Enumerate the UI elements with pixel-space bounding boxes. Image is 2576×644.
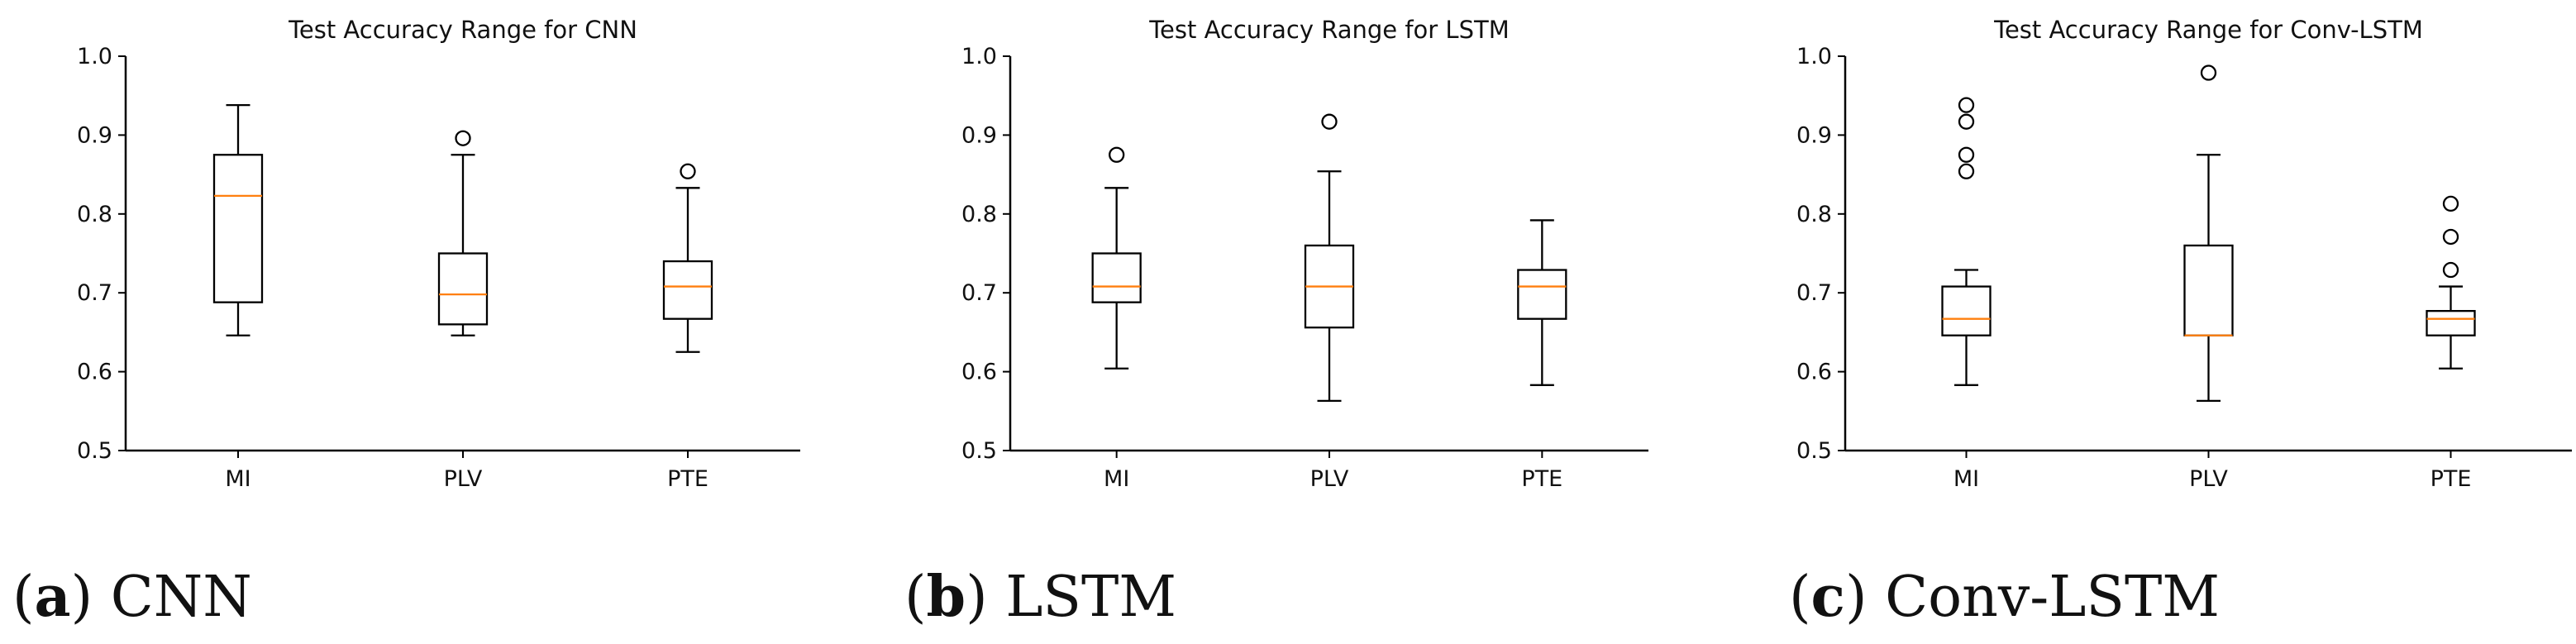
iqr-box: [437, 252, 489, 326]
box-pte: [1517, 219, 1567, 386]
y-tick-label: 0.9: [961, 122, 997, 148]
y-tick-label: 0.9: [1796, 122, 1832, 148]
chart-title: Test Accuracy Range for Conv-LSTM: [1993, 16, 2423, 44]
iqr-box: [1517, 269, 1567, 320]
outlier-point: [2200, 64, 2217, 81]
caption-letter: c: [1811, 564, 1845, 630]
y-tick-label: 0.8: [77, 202, 112, 227]
y-tick-label: 0.8: [961, 202, 997, 227]
plot-area: 0.5 0.6 0.7 0.8 0.9 1.0 MI PLV PTE: [961, 44, 1648, 492]
panel-caption: (b) LSTM: [904, 564, 1176, 630]
x-tick-label: PLV: [444, 466, 483, 492]
panel-conv-lstm: Test Accuracy Range for Conv-LSTM 0.5 0.6…: [1789, 16, 2572, 630]
caption-text: CNN: [111, 565, 252, 630]
iqr-box: [1091, 252, 1142, 303]
outlier-point: [1958, 113, 1975, 130]
chart-title: Test Accuracy Range for LSTM: [1148, 16, 1509, 44]
outlier-point: [1958, 163, 1975, 179]
box-mi: [1941, 97, 1992, 386]
caption-letter: a: [35, 564, 71, 630]
caption-text: Conv-LSTM: [1885, 565, 2220, 630]
x-tick-label: PTE: [1521, 466, 1562, 492]
panel-caption: (a) CNN: [12, 564, 252, 630]
y-tick-label: 0.7: [77, 280, 112, 306]
x-tick-label: PLV: [2189, 466, 2228, 492]
caption-letter: b: [927, 564, 966, 630]
outlier-point: [2442, 228, 2459, 246]
caption-text: LSTM: [1005, 565, 1176, 630]
y-tick-label: 0.5: [961, 438, 997, 464]
y-tick-label: 0.7: [1796, 280, 1832, 306]
panel-cnn: Test Accuracy Range for CNN 0.5 0.6 0.7 0.8…: [12, 16, 800, 630]
outlier-point: [1958, 97, 1975, 113]
box-plv: [437, 130, 489, 336]
panel-lstm: Test Accuracy Range for LSTM 0.50.60.70.…: [904, 16, 1648, 630]
plot-area: 0.5 0.6 0.7 0.8 0.9 1.0 MI PLV PTE: [1796, 44, 2572, 492]
y-tick-label: 0.7: [961, 280, 997, 306]
iqr-box: [1941, 285, 1992, 336]
y-tick-label: 0.6: [77, 360, 112, 385]
box-pte: [662, 163, 713, 353]
x-tick-label: MI: [225, 466, 250, 492]
box-mi: [212, 103, 264, 336]
y-tick-label: 0.6: [961, 360, 997, 385]
box-mi: [1091, 146, 1142, 370]
outlier-point: [680, 163, 696, 179]
x-tick-label: MI: [1104, 466, 1129, 492]
caption-paren-close: ): [966, 565, 1005, 630]
iqr-box: [662, 260, 713, 320]
caption-paren-close: ): [71, 565, 111, 630]
outlier-point: [2442, 261, 2459, 279]
x-tick-label: PLV: [1310, 466, 1349, 492]
y-tick-label: 0.5: [77, 438, 112, 464]
chart-title: Test Accuracy Range for CNN: [288, 16, 637, 44]
y-tick-label: 1.0: [961, 44, 997, 69]
caption-paren-open: (: [12, 565, 35, 630]
outlier-point: [1958, 146, 1975, 163]
outlier-point: [455, 130, 471, 146]
box-plv: [2183, 64, 2234, 403]
y-tick-label: 0.6: [1796, 360, 1832, 385]
x-tick-label: MI: [1953, 466, 1979, 492]
iqr-box: [2426, 309, 2476, 336]
y-tick-label: 1.0: [77, 44, 112, 69]
y-tick-label: 0.5: [1796, 438, 1832, 464]
box-pte: [2426, 195, 2476, 370]
caption-paren-close: ): [1845, 565, 1885, 630]
x-tick-label: PTE: [667, 466, 708, 492]
iqr-box: [212, 154, 264, 303]
panel-caption: (c) Conv-LSTM: [1789, 564, 2220, 630]
plot-area: 0.5 0.6 0.7 0.8 0.9 1.0 MI PLV PTE: [77, 44, 800, 492]
outlier-point: [1109, 146, 1125, 163]
caption-paren-open: (: [1789, 565, 1811, 630]
y-tick-label: 1.0: [1796, 44, 1832, 69]
outlier-point: [1321, 113, 1338, 130]
outlier-point: [2442, 195, 2459, 212]
x-tick-label: PTE: [2431, 466, 2472, 492]
caption-paren-open: (: [904, 565, 927, 630]
box-plv: [1304, 113, 1355, 403]
y-tick-label: 0.9: [77, 122, 112, 148]
y-tick-label: 0.8: [1796, 202, 1832, 227]
